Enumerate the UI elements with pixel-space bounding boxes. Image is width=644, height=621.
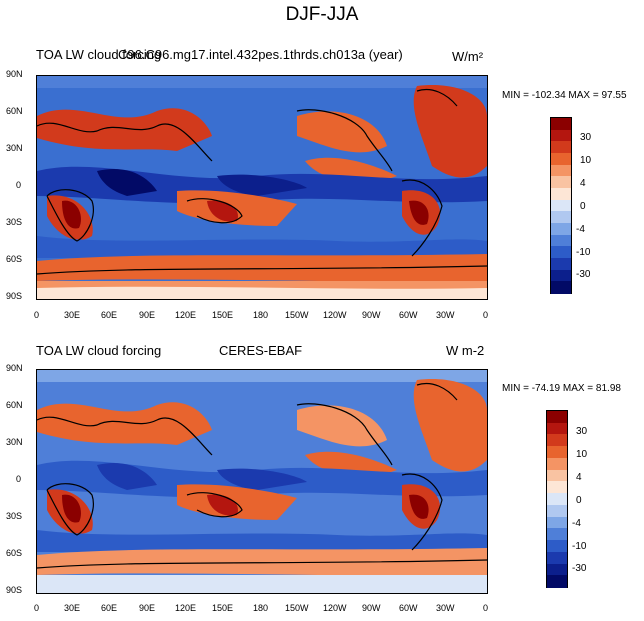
panel2-colorbar-label: 4 [576, 472, 582, 483]
panel1-xtick: 150W [285, 310, 309, 320]
colorbar-cell [547, 411, 567, 424]
colorbar-cell [551, 118, 571, 131]
colorbar-cell [547, 457, 567, 471]
panel1-ytick: 60S [6, 254, 23, 264]
panel1-xtick: 30E [64, 310, 81, 320]
panel2-xtick: 30W [436, 603, 455, 613]
panel2-left-title: TOA LW cloud forcing [36, 343, 162, 358]
colorbar-cell [547, 540, 567, 553]
panel1-colorbar-label: -30 [576, 269, 591, 280]
colorbar-cell [547, 575, 567, 588]
colorbar-cell [547, 516, 567, 529]
panel1-ytick: 90S [6, 291, 23, 301]
panel2-colorbar-label: 30 [576, 426, 588, 437]
panel1-center-title: C96.C96.mg17.intel.432pes.1thrds.ch013a … [118, 47, 403, 62]
panel1-colorbar [550, 117, 572, 294]
panel2-ytick: 0 [16, 474, 22, 484]
colorbar-cell [547, 528, 567, 541]
panel2-xtick: 90E [139, 603, 156, 613]
panel2-ytick: 30N [6, 437, 23, 447]
panel1-minmax: MIN = -102.34 MAX = 97.55 [502, 90, 627, 101]
panel1-xtick: 90E [139, 310, 156, 320]
colorbar-cell [547, 481, 567, 494]
panel1-colorbar-label: 30 [580, 132, 592, 143]
panel2-units: W m-2 [446, 343, 485, 358]
panel2-xtick: 150E [212, 603, 234, 613]
panel2-field [37, 370, 487, 593]
panel2-ytick: 90S [6, 585, 23, 595]
panel1-colorbar-label: 0 [580, 201, 586, 212]
colorbar-cell [547, 493, 567, 506]
colorbar-cell [551, 234, 571, 247]
colorbar-cell [551, 141, 571, 154]
colorbar-cell [551, 281, 571, 294]
panel1-colorbar-label: 4 [580, 178, 586, 189]
colorbar-cell [551, 258, 571, 271]
panel2-xtick: 90W [362, 603, 381, 613]
panel1-ytick: 60N [6, 106, 23, 116]
panel1-colorbar-label: -10 [576, 247, 591, 258]
panel2-colorbar-label: 0 [576, 495, 582, 506]
panel2-xtick: 150W [285, 603, 309, 613]
panel1-xtick: 180 [253, 310, 269, 320]
colorbar-cell [547, 469, 567, 482]
panel2-ytick: 60N [6, 400, 23, 410]
panel1-ytick: 30S [6, 217, 23, 227]
colorbar-cell [551, 176, 571, 189]
panel1-ytick: 0 [16, 180, 22, 190]
panel2-colorbar-label: 10 [576, 449, 588, 460]
panel1-ytick: 30N [6, 143, 23, 153]
colorbar-cell [551, 211, 571, 224]
panel1-colorbar-label: -4 [576, 224, 585, 235]
panel2-xtick: 30E [64, 603, 81, 613]
panel2-xtick: 120E [175, 603, 197, 613]
panel2-xtick: 60W [399, 603, 418, 613]
panel2-colorbar-label: -30 [572, 563, 587, 574]
panel1-xtick: 90W [362, 310, 381, 320]
colorbar-cell [551, 129, 571, 142]
colorbar-cell [547, 446, 567, 459]
panel2-xtick: 120W [323, 603, 347, 613]
panel2-xtick: 180 [253, 603, 269, 613]
colorbar-cell [551, 199, 571, 212]
panel1-map [36, 75, 488, 300]
panel2-colorbar-label: -10 [572, 541, 587, 552]
panel2-xtick: 60E [101, 603, 118, 613]
colorbar-cell [551, 164, 571, 177]
colorbar-cell [551, 153, 571, 166]
colorbar-cell [547, 551, 567, 565]
panel2-colorbar-label: -4 [572, 518, 581, 529]
page-title: DJF-JJA [285, 4, 359, 25]
colorbar-cell [551, 246, 571, 259]
panel1-ytick: 90N [6, 69, 23, 79]
colorbar-cell [551, 188, 571, 201]
panel1-left-title: TOA LW cloud forcing [36, 47, 162, 62]
panel1-xtick: 120E [175, 310, 197, 320]
colorbar-cell [547, 422, 567, 435]
colorbar-cell [551, 269, 571, 282]
colorbar-cell [547, 434, 567, 447]
panel1-xtick: 60E [101, 310, 118, 320]
panel2-xtick: 0 [34, 603, 40, 613]
panel2-minmax: MIN = -74.19 MAX = 81.98 [502, 383, 621, 394]
panel1-xtick: 60W [399, 310, 418, 320]
panel2-xtick: 0 [483, 603, 489, 613]
panel2-colorbar [546, 410, 568, 588]
panel2-ytick: 30S [6, 511, 23, 521]
panel1-units: W/m² [452, 49, 484, 64]
panel1-colorbar-label: 10 [580, 155, 592, 166]
colorbar-cell [547, 563, 567, 576]
colorbar-cell [547, 504, 567, 518]
panel2-ytick: 60S [6, 548, 23, 558]
panel1-xtick: 120W [323, 310, 347, 320]
panel1-xtick: 0 [34, 310, 40, 320]
panel1-xtick: 150E [212, 310, 234, 320]
colorbar-cell [551, 223, 571, 236]
panel2-map [36, 369, 488, 594]
panel1-xtick: 0 [483, 310, 489, 320]
panel1-field [37, 76, 487, 299]
panel2-ytick: 90N [6, 363, 23, 373]
panel2-center-title: CERES-EBAF [219, 343, 303, 358]
panel1-xtick: 30W [436, 310, 455, 320]
